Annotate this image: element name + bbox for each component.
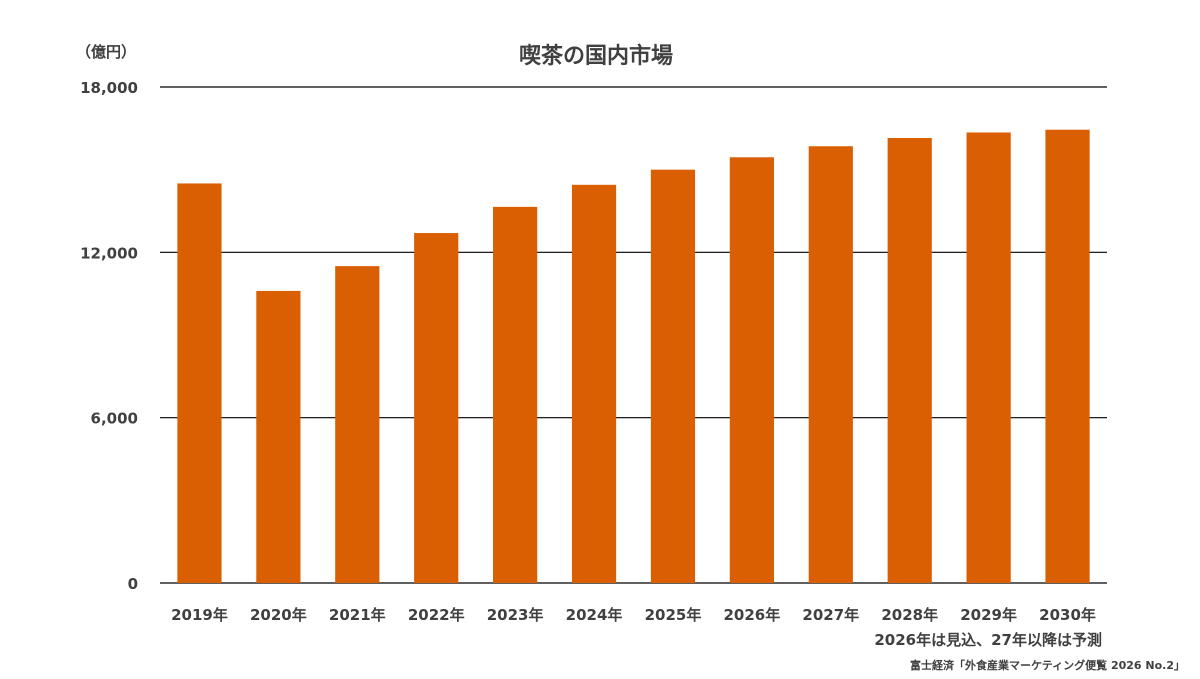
x-tick-label: 2020年 (250, 606, 307, 624)
x-tick-label: 2022年 (408, 606, 465, 624)
x-tick-label: 2023年 (487, 606, 544, 624)
bar-2019年 (177, 183, 222, 583)
x-tick-label: 2030年 (1039, 606, 1096, 624)
bars (177, 129, 1090, 584)
chart-title: 喫茶の国内市場 (519, 43, 673, 69)
x-tick-label: 2024年 (566, 606, 623, 624)
bar-2029年 (966, 132, 1011, 583)
bar-2023年 (493, 206, 538, 583)
y-axis-ticks: 0 6,000 12,000 18,000 (80, 79, 138, 593)
gridlines (160, 86, 1107, 584)
x-tick-label: 2021年 (329, 606, 386, 624)
x-tick-label: 2026年 (724, 606, 781, 624)
y-tick-label: 18,000 (80, 79, 138, 97)
bar-2020年 (256, 290, 301, 583)
bar-2022年 (414, 233, 459, 584)
bar-2024年 (571, 184, 617, 584)
bar-2026年 (729, 157, 774, 583)
x-axis-ticks: 2019年 2020年 2021年 2022年 2023年 2024年 2025年 2026年… (171, 606, 1096, 624)
bar-2027年 (808, 146, 853, 583)
x-tick-label: 2028年 (881, 606, 938, 624)
x-tick-label: 2029年 (960, 606, 1017, 624)
bar-2021年 (335, 266, 380, 583)
x-tick-label: 2019年 (171, 606, 228, 624)
y-tick-label: 0 (128, 575, 138, 593)
bar-2028年 (887, 137, 932, 583)
x-tick-label: 2025年 (645, 606, 702, 624)
x-tick-label: 2027年 (802, 606, 859, 624)
y-tick-label: 6,000 (91, 410, 138, 428)
bar-2030年 (1045, 129, 1090, 583)
source-credit: 富士経済「外食産業マーケティング便覧 2026 No.2」 (910, 658, 1185, 672)
y-tick-label: 12,000 (80, 244, 138, 262)
forecast-annotation: 2026年は見込、27年以降は予測 (874, 631, 1102, 649)
bar-2025年 (650, 169, 696, 583)
y-axis-unit-label: （億円） (76, 43, 136, 61)
